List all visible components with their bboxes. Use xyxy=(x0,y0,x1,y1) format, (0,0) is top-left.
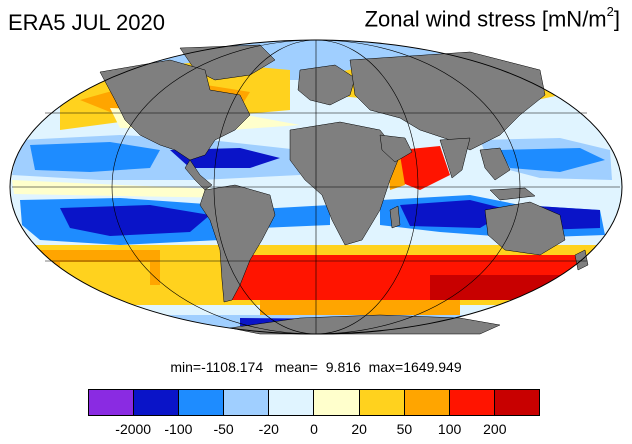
legend-swatch xyxy=(269,390,315,415)
color-legend xyxy=(88,389,540,416)
legend-tick-label: 0 xyxy=(310,421,318,437)
legend-swatch xyxy=(179,390,225,415)
legend-tick-label: -50 xyxy=(213,421,234,437)
title-units-text: Zonal wind stress [mN/m xyxy=(364,6,607,32)
map-outline xyxy=(9,39,623,335)
legend-tick-label: -20 xyxy=(258,421,279,437)
max-label: max= xyxy=(368,359,404,375)
world-map xyxy=(9,39,623,335)
legend-swatch xyxy=(494,390,539,415)
legend-tick-label: 50 xyxy=(396,421,413,437)
legend-tick-label: -2000 xyxy=(115,421,152,437)
legend-swatch xyxy=(449,390,495,415)
land-masses xyxy=(99,44,589,335)
mean-value: 9.816 xyxy=(325,359,361,375)
legend-swatch xyxy=(224,390,270,415)
max-value: 1649.949 xyxy=(403,359,462,375)
map-title-right: Zonal wind stress [mN/m2] xyxy=(364,4,620,32)
legend-swatch xyxy=(314,390,360,415)
min-label: min= xyxy=(170,359,202,375)
min-value: -1108.174 xyxy=(201,359,264,375)
legend-swatch xyxy=(89,390,135,415)
legend-swatch xyxy=(134,390,180,415)
map-title-left: ERA5 JUL 2020 xyxy=(8,10,165,35)
stats-line: min=-1108.174 mean= 9.816 max=1649.949 xyxy=(0,359,632,375)
title-units-superscript: 2 xyxy=(606,4,614,19)
legend-tick-label: 200 xyxy=(483,421,507,437)
legend-tick-label: 20 xyxy=(351,421,367,437)
legend-tick-label: -100 xyxy=(164,421,193,437)
legend-swatch xyxy=(404,390,450,415)
legend-swatch xyxy=(359,390,405,415)
legend-tick-label: 100 xyxy=(437,421,462,437)
legend-tick-labels: -2000 -100 -50 -20 0 20 50 100 200 xyxy=(0,421,632,439)
title-units-close: ] xyxy=(613,6,620,32)
mean-label: mean= xyxy=(274,359,318,375)
